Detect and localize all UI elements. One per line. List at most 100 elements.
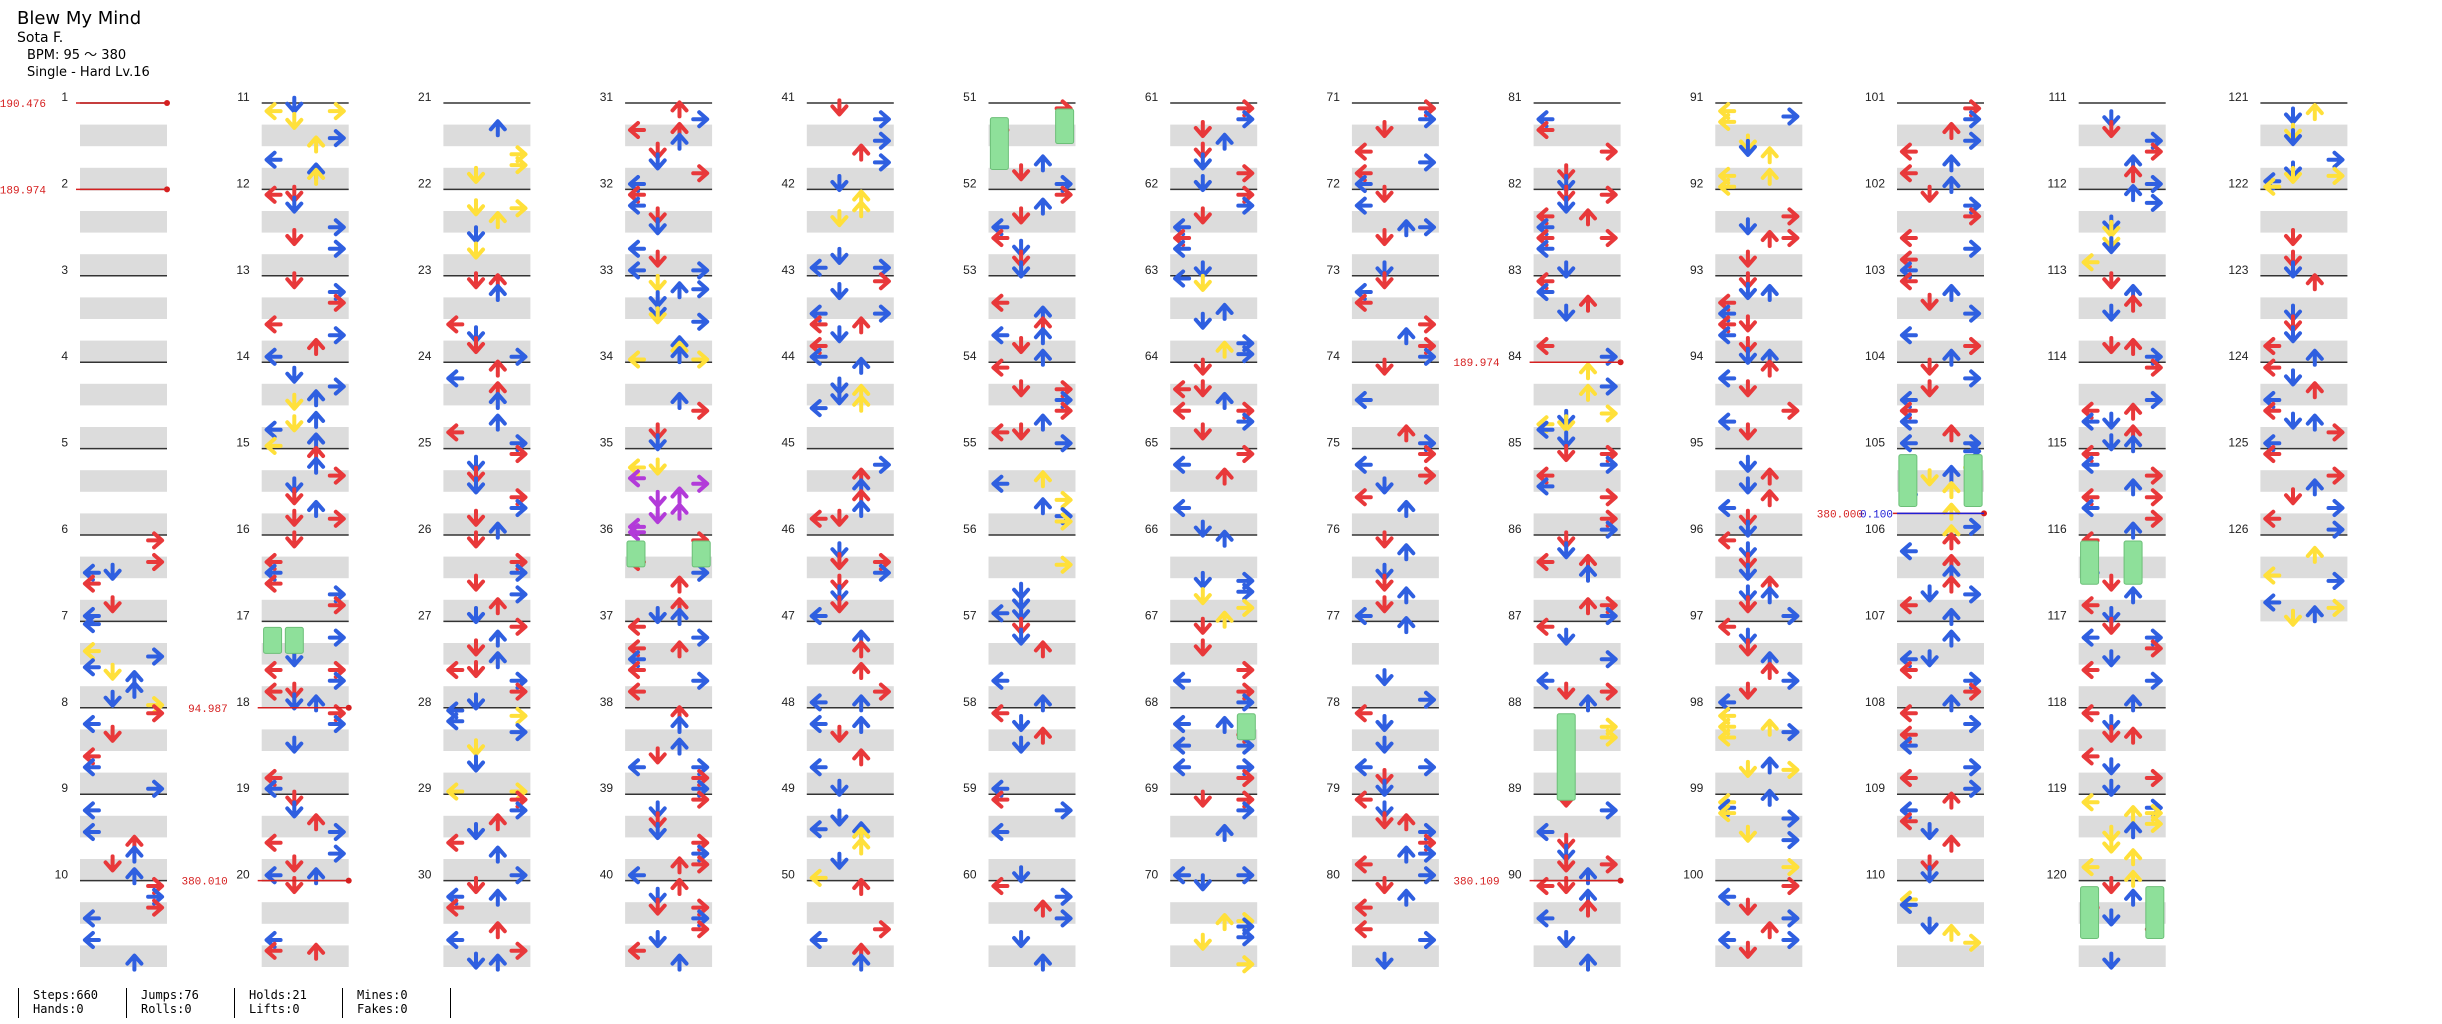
measure-number: 54 [963, 349, 977, 363]
arrow-stroke [1215, 392, 1234, 410]
step-arrow [1193, 789, 1212, 808]
beat-stripe [1897, 470, 1984, 492]
step-arrow [1193, 206, 1212, 225]
step-arrow [1375, 778, 1394, 797]
step-arrow [1920, 379, 1939, 398]
arrow-stroke [1536, 337, 1555, 355]
step-arrow [1375, 357, 1394, 376]
beat-stripe [988, 513, 1076, 535]
step-arrow [1899, 596, 1918, 615]
step-arrow [1033, 327, 1052, 346]
beat-stripe [806, 902, 894, 924]
arrow-stroke [1193, 379, 1212, 398]
arrow-stroke [2326, 166, 2345, 185]
arrow-stroke [1375, 735, 1394, 754]
step-arrow [1899, 661, 1918, 679]
arrow-stroke [1536, 823, 1555, 841]
beat-stripe [2078, 902, 2166, 924]
step-arrow [1738, 940, 1757, 959]
arrow-stroke [103, 689, 122, 708]
arrow-stroke [1054, 909, 1073, 928]
arrow-stroke [1920, 379, 1939, 398]
arrow-stroke [1781, 723, 1800, 742]
arrow-stroke [830, 325, 849, 344]
step-arrow [2124, 521, 2143, 540]
beat-stripe [1715, 297, 1803, 319]
step-arrow [1418, 466, 1436, 485]
step-arrow [446, 833, 465, 852]
arrow-stroke [1536, 671, 1555, 690]
arrow-stroke [852, 953, 871, 972]
arrow-stroke [1375, 184, 1394, 203]
beat-stripe [1897, 383, 1984, 406]
step-arrow [1963, 337, 1982, 355]
arrow-stroke [628, 239, 646, 258]
step-arrow [1536, 239, 1555, 258]
measure-number: 117 [2048, 608, 2067, 622]
measure-number: 79 [1327, 781, 1341, 795]
arrow-stroke [307, 389, 326, 408]
arrow-stroke [1215, 529, 1234, 548]
beat-stripe [1897, 643, 1984, 665]
arrow-stroke [1738, 897, 1757, 916]
arrow-stroke [1781, 831, 1800, 850]
arrow-stroke [1942, 122, 1961, 140]
step-arrow [1354, 175, 1373, 193]
beat-stripe [1351, 427, 1439, 449]
arrow-stroke [327, 129, 346, 148]
step-arrow [2102, 724, 2121, 743]
beat-stripe [806, 254, 894, 276]
step-arrow [1012, 930, 1031, 948]
arrow-stroke [2081, 455, 2100, 474]
step-arrow [1942, 176, 1961, 194]
beat-stripe [1715, 427, 1803, 449]
beat-stripe [2078, 556, 2166, 579]
arrow-stroke [264, 779, 283, 798]
arrow-stroke [1579, 899, 1597, 918]
step-arrow [670, 502, 689, 521]
step-arrow [82, 715, 101, 733]
arrow-stroke [1397, 500, 1416, 518]
beat-stripe [806, 945, 894, 967]
arrow-stroke [1054, 185, 1073, 204]
arrow-stroke [1738, 346, 1757, 365]
measure-number: 25 [418, 436, 432, 450]
arrow-stroke [1418, 466, 1436, 485]
beat-stripe [2260, 297, 2348, 319]
beat-stripe [806, 686, 894, 708]
beat-stripe [1897, 124, 1984, 147]
arrow-stroke [1738, 138, 1757, 157]
step-arrow [2263, 401, 2282, 420]
step-arrow [1354, 293, 1373, 312]
step-arrow [1418, 110, 1436, 129]
arrow-stroke [2284, 128, 2302, 147]
step-arrow [1942, 424, 1961, 443]
measure-number: 64 [1145, 349, 1159, 363]
step-arrow [1781, 831, 1800, 850]
arrow-stroke [1899, 895, 1918, 914]
measure-number: 18 [236, 695, 250, 709]
step-arrow [1963, 682, 1982, 701]
measure-labels: 1234567891011121314151617181920212223242… [0, 90, 2249, 889]
beat-stripe [1533, 815, 1621, 838]
arrow-stroke [1033, 694, 1052, 713]
bpm-marker [345, 704, 352, 711]
arrow-stroke [264, 347, 283, 366]
arrow-stroke [2263, 337, 2282, 355]
beat-stripe [261, 643, 349, 665]
arrow-stroke [991, 604, 1010, 623]
arrow-stroke [1599, 855, 1618, 874]
step-arrow [1536, 477, 1555, 496]
step-arrow [1193, 120, 1212, 138]
measure-number: 119 [2048, 781, 2067, 795]
arrow-stroke [2124, 848, 2143, 867]
step-arrow [1963, 369, 1982, 388]
step-arrow [1718, 887, 1737, 906]
beat-stripe [988, 859, 1076, 881]
arrow-stroke [1375, 476, 1394, 495]
arrow-stroke [509, 156, 528, 175]
measure-number: 55 [963, 436, 977, 450]
stat-mines-fakes: Mines:0 Fakes:0 [342, 988, 446, 1018]
beat-stripe [261, 211, 349, 233]
step-arrow [670, 575, 689, 594]
